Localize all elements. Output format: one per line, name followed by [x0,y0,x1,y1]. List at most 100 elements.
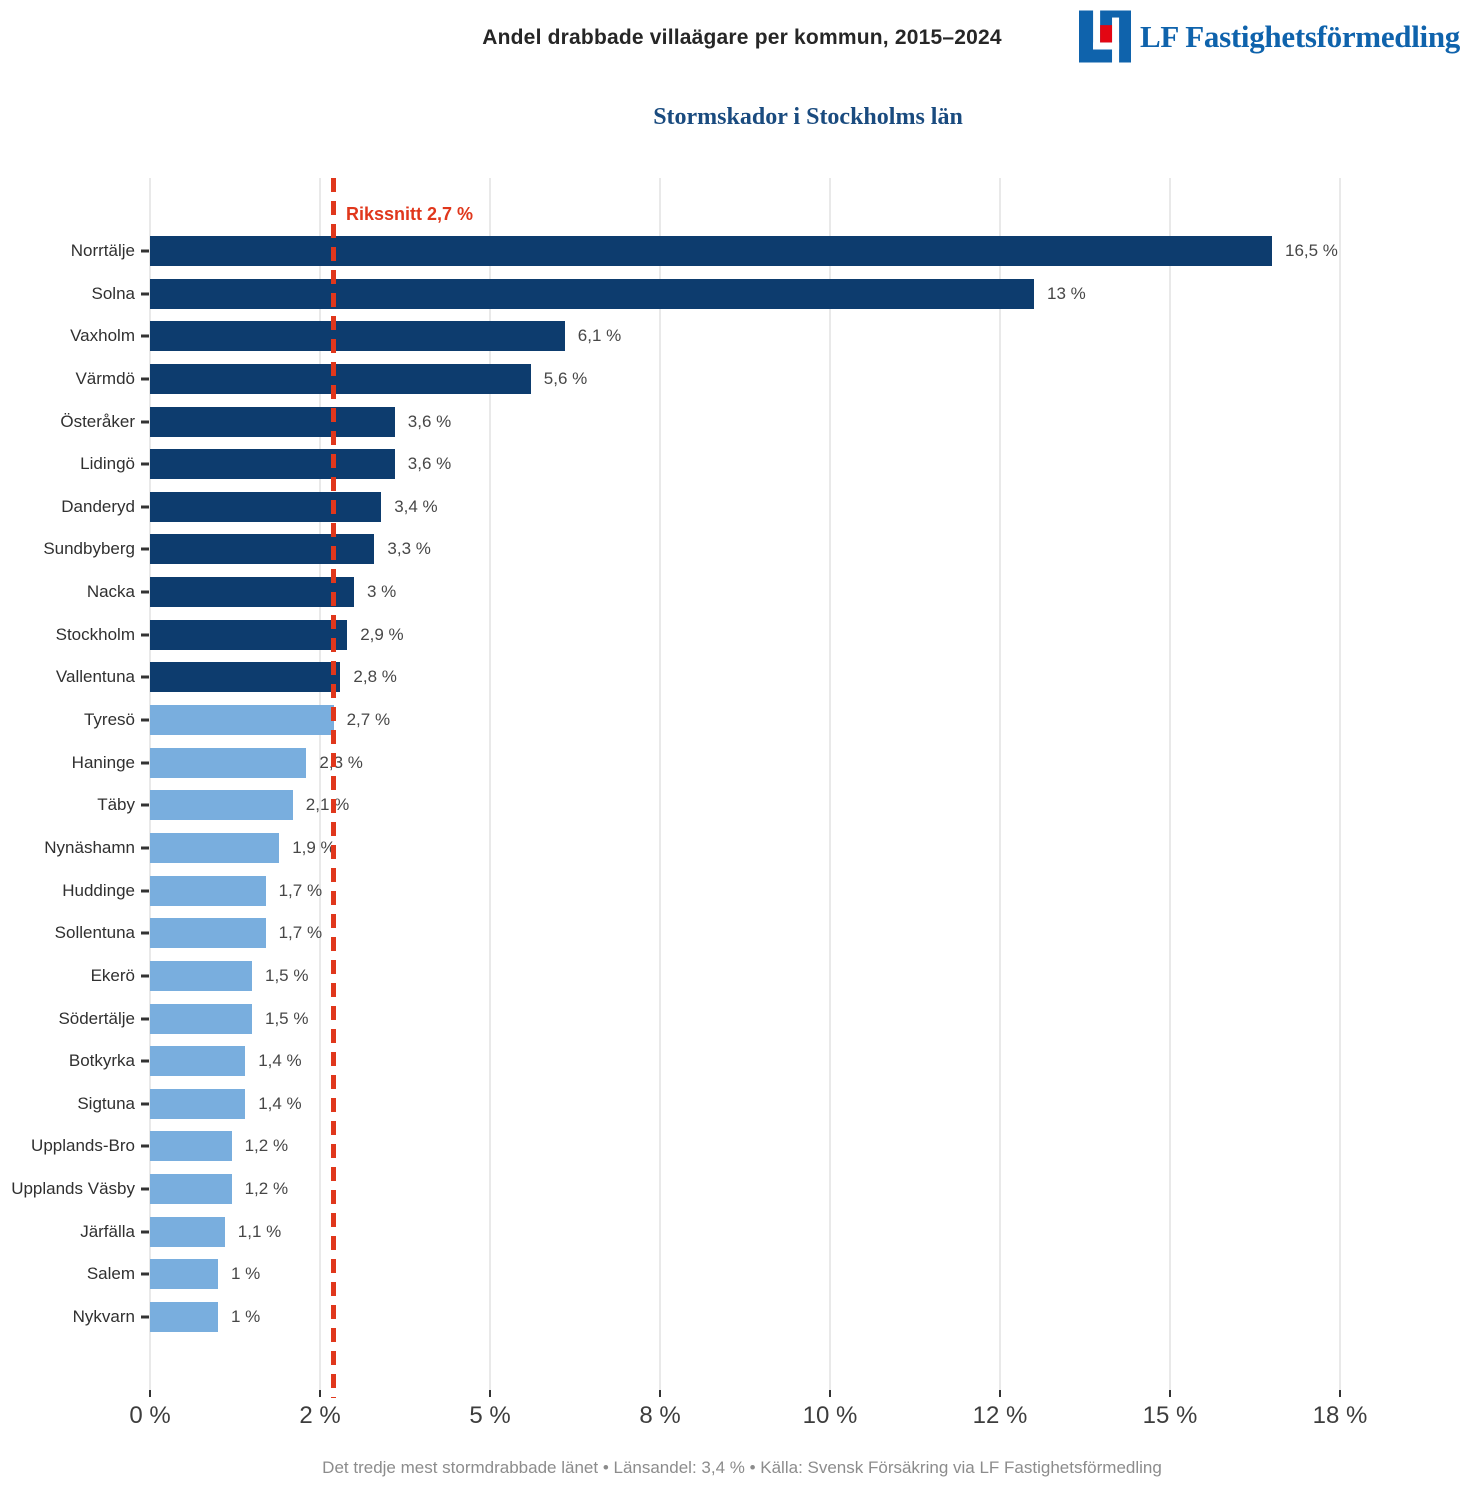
y-axis-tick [141,1102,149,1106]
value-label: 6,1 % [577,326,622,346]
y-axis-tick [141,846,149,850]
x-axis-tick [319,1390,321,1397]
page-title: Andel drabbade villaägare per kommun, 20… [482,26,1002,49]
category-label: Haninge [71,752,135,772]
value-label: 1,9 % [292,837,336,857]
value-label: 2,9 % [360,624,404,644]
reference-line-label: Rikssnitt 2,7 % [346,204,474,224]
y-axis-tick [141,590,149,594]
y-axis-tick [141,1144,149,1148]
value-label: 1,4 % [258,1051,302,1071]
bar-row: Täby 2,1 % [97,790,1400,821]
category-label: Tyresö [83,710,135,730]
gridline [1169,178,1171,1390]
category-label: Sundbyberg [43,539,135,559]
bar-row: Upplands-Bro 1,2 % [31,1131,1400,1162]
y-axis-tick [141,1187,149,1191]
category-label: Salem [86,1264,135,1284]
bar-row: Solna 13 % [92,278,1400,309]
value-label: 16,5 % [1285,241,1338,260]
bar [150,705,334,736]
category-label: Vallentuna [55,667,135,687]
bar-row: Botkyrka 1,4 % [69,1046,1400,1077]
category-label: Sigtuna [77,1093,135,1113]
value-label: 3,3 % [387,539,431,559]
footer-note: Det tredje mest stormdrabbade länet • Lä… [322,1458,1162,1477]
category-label: Södertälje [58,1008,135,1028]
y-axis-tick [141,803,149,807]
category-label: Nykvarn [72,1307,135,1326]
x-axis-tick [489,1390,491,1397]
category-label: Täby [97,795,135,815]
bar [150,1216,225,1247]
y-axis-tick [141,675,149,679]
gridline [659,178,661,1390]
bar [150,406,395,437]
y-axis-tick [141,718,149,722]
y-axis-tick [141,249,149,253]
y-axis-tick [141,462,149,466]
category-label: Upplands-Bro [31,1136,135,1156]
value-label: 5,6 % [543,368,588,388]
x-axis-tick [829,1390,831,1397]
value-label: 1,7 % [278,880,323,900]
bar [150,236,1272,266]
y-axis-tick [141,377,149,381]
y-axis-tick [141,547,149,551]
bar [150,1302,218,1332]
x-axis-tick-label: 15 % [1142,1402,1198,1429]
category-label: Danderyd [61,496,135,516]
x-axis-tick-label: 5 % [469,1402,511,1429]
x-axis-tick [1169,1390,1171,1397]
value-label: 1,7 % [278,923,323,943]
bar-row: Järfälla 1,1 % [80,1216,1400,1247]
x-axis-tick-label: 10 % [802,1402,858,1429]
value-label: 1,5 % [265,1008,309,1028]
x-axis-tick-label: 12 % [972,1402,1028,1429]
bar [150,491,382,522]
plot-area: Norrtälje 16,5 % Solna 13 % Vaxholm 6,1 % Värm… [11,178,1400,1398]
category-label: Sollentuna [54,923,135,943]
lf-logo-icon [1078,10,1131,63]
value-label: 1,2 % [244,1179,289,1199]
bar [150,278,1034,309]
x-axis-tick [1339,1390,1341,1397]
bar-row: Stockholm 2,9 % [56,619,1400,650]
x-axis-tick-label: 18 % [1312,1402,1368,1429]
bar-row: Nynäshamn 1,9 % [44,832,1400,863]
y-axis-tick [141,974,149,978]
value-label: 3 % [367,582,397,602]
value-label: 3,4 % [394,496,438,516]
y-axis-tick [141,334,149,338]
bar-row: Sundbyberg 3,3 % [43,534,1400,565]
bar [150,747,307,778]
bar-row: Salem 1 % [87,1259,1400,1290]
x-axis-tick-label: 8 % [639,1402,681,1429]
bar-row: Ekerö 1,5 % [91,960,1400,991]
bar-row: Norrtälje 16,5 % [71,236,1400,266]
value-label: 1,5 % [265,965,309,985]
value-label: 2,8 % [353,667,397,687]
bar [150,875,266,906]
value-label: 2,7 % [346,710,391,730]
bar [150,619,348,650]
y-axis-tick [141,1272,149,1276]
reference-line [331,178,337,1398]
x-axis: 0 % 2 % 5 % 8 % 10 % 12 % 15 % 18 % [129,1390,1400,1450]
bar [150,918,266,949]
y-axis-tick [141,1017,149,1021]
category-label: Ekerö [90,965,135,985]
bar [150,1003,252,1034]
bar-row: Nykvarn 1 % [73,1302,1400,1332]
bar [150,534,375,565]
x-axis-tick-label: 2 % [299,1402,341,1429]
y-axis-tick [141,633,149,637]
y-axis-tick [141,761,149,765]
x-axis-tick [149,1390,151,1397]
company-logo: LF Fastighetsförmedling [1078,10,1460,63]
category-label: Huddinge [62,880,135,900]
gridline [999,178,1001,1390]
category-label: Nynäshamn [44,837,135,857]
bar-row: Sigtuna 1,4 % [77,1088,1400,1119]
value-label: 1,4 % [258,1093,302,1113]
